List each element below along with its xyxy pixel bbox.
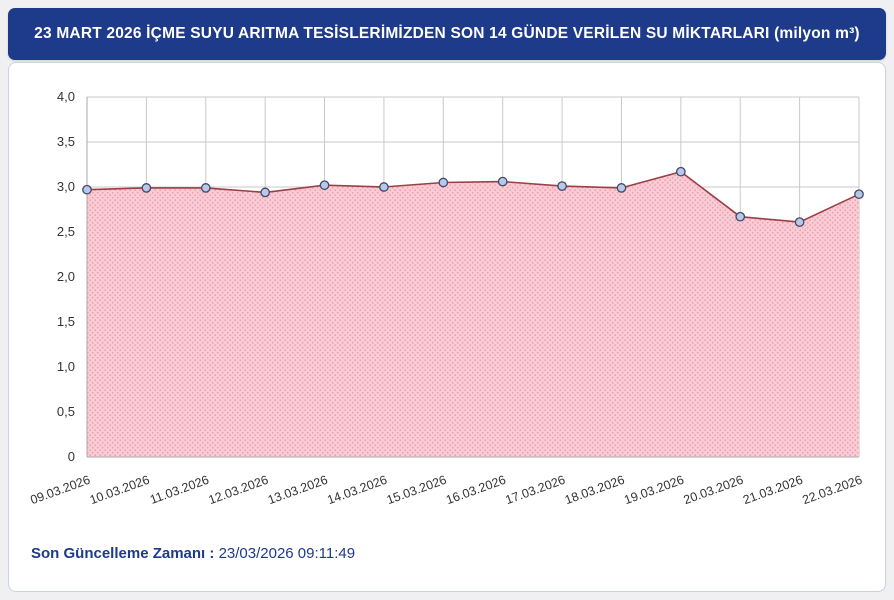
x-tick-label: 14.03.2026 bbox=[325, 473, 389, 508]
last-update: Son Güncelleme Zamanı : 23/03/2026 09:11… bbox=[9, 537, 885, 562]
x-tick-label: 20.03.2026 bbox=[682, 473, 746, 508]
x-tick-label: 16.03.2026 bbox=[444, 473, 508, 508]
y-tick-label: 3,5 bbox=[57, 134, 75, 149]
x-tick-label: 10.03.2026 bbox=[88, 473, 152, 508]
data-point bbox=[438, 177, 449, 188]
data-point bbox=[854, 189, 864, 200]
data-point bbox=[200, 183, 211, 193]
page-title: 23 MART 2026 İÇME SUYU ARITMA TESİSLERİM… bbox=[34, 25, 860, 42]
x-tick-label: 21.03.2026 bbox=[741, 473, 805, 508]
data-point bbox=[497, 176, 508, 187]
data-point bbox=[735, 211, 746, 222]
x-tick-label: 19.03.2026 bbox=[622, 473, 686, 508]
chart-card: 0 0,5 1,0 1,5 2,0 2,5 3,0 3,5 4,0 09.03.2026 10.03… bbox=[8, 62, 886, 592]
header-bar: 23 MART 2026 İÇME SUYU ARITMA TESİSLERİM… bbox=[8, 8, 886, 60]
data-point bbox=[675, 166, 686, 177]
x-tick-label: 17.03.2026 bbox=[504, 473, 568, 508]
y-tick-label: 1,5 bbox=[57, 314, 75, 329]
x-tick-label: 18.03.2026 bbox=[563, 473, 627, 508]
data-point bbox=[319, 180, 330, 191]
x-tick-label: 11.03.2026 bbox=[148, 473, 211, 507]
data-point bbox=[616, 183, 627, 193]
area-fill bbox=[87, 171, 859, 457]
y-tick-label: 1,0 bbox=[57, 359, 75, 374]
x-tick-label: 22.03.2026 bbox=[800, 473, 864, 508]
y-tick-label: 2,5 bbox=[57, 224, 75, 239]
data-point bbox=[141, 183, 152, 193]
y-tick-label: 0,5 bbox=[57, 404, 75, 419]
last-update-label: Son Güncelleme Zamanı : bbox=[31, 545, 215, 562]
area-chart: 0 0,5 1,0 1,5 2,0 2,5 3,0 3,5 4,0 09.03.202610.03… bbox=[28, 89, 864, 508]
last-update-value: 23/03/2026 09:11:49 bbox=[218, 545, 356, 562]
data-point bbox=[260, 187, 271, 198]
data-point bbox=[379, 182, 389, 192]
y-tick-label: 3,0 bbox=[57, 179, 75, 194]
data-point bbox=[82, 184, 92, 195]
data-point bbox=[794, 217, 805, 227]
x-tick-label: 13.03.2026 bbox=[266, 473, 330, 508]
y-tick-label: 2,0 bbox=[57, 269, 75, 284]
series-line bbox=[86, 170, 860, 223]
y-tick-label: 0 bbox=[68, 449, 75, 464]
data-point bbox=[557, 181, 567, 191]
x-tick-label: 12.03.2026 bbox=[207, 473, 271, 508]
x-tick-label: 15.03.2026 bbox=[385, 473, 449, 508]
x-tick-label: 09.03.2026 bbox=[28, 473, 92, 508]
y-tick-label: 4,0 bbox=[57, 89, 75, 104]
